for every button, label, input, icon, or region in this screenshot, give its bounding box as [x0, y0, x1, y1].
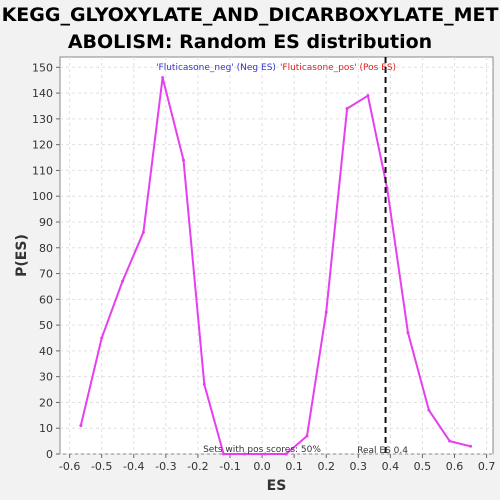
y-tick-label: 70: [39, 268, 53, 281]
x-tick-label: 0.7: [478, 460, 496, 473]
series-point: [427, 408, 431, 412]
x-axis-ticks: -0.6 -0.5 -0.4 -0.3 -0.2 -0.1 0.0 0.1 0.2 0.3 0.4 0…: [59, 454, 495, 473]
y-tick-label: 120: [32, 139, 53, 152]
series-point: [469, 444, 473, 448]
series-point: [161, 76, 165, 80]
y-tick-label: 130: [32, 113, 53, 126]
y-tick-label: 80: [39, 242, 53, 255]
y-tick-label: 150: [32, 61, 53, 74]
y-tick-label: 30: [39, 371, 53, 384]
y-tick-label: 10: [39, 422, 53, 435]
y-tick-label: 0: [46, 448, 53, 461]
y-tick-label: 140: [32, 87, 53, 100]
y-tick-label: 110: [32, 164, 53, 177]
x-tick-label: 0.3: [350, 460, 368, 473]
x-tick-label: 0.4: [382, 460, 400, 473]
series-point: [345, 107, 349, 111]
series-point: [284, 452, 288, 456]
series-point: [406, 331, 410, 335]
x-tick-label: -0.2: [187, 460, 208, 473]
series-point: [366, 94, 370, 98]
series-point: [141, 230, 145, 234]
x-tick-label: -0.4: [123, 460, 144, 473]
sets-with-pos-scores-label: Sets with pos scores: 50%: [203, 445, 321, 455]
chart-title-line1: KEGG_GLYOXYLATE_AND_DICARBOXYLATE_MET: [1, 4, 499, 26]
series-point: [263, 452, 267, 456]
series-points: [79, 76, 473, 456]
x-tick-label: 0.6: [446, 460, 464, 473]
series-point: [202, 382, 206, 386]
x-tick-label: 0.0: [253, 460, 271, 473]
plot-area: [59, 56, 494, 455]
real-es-label: Real ES 0.4: [357, 446, 408, 456]
series-point: [448, 439, 452, 443]
y-tick-label: 100: [32, 190, 53, 203]
x-tick-label: -0.3: [155, 460, 176, 473]
series-point: [181, 158, 185, 162]
x-tick-label: 0.2: [317, 460, 335, 473]
x-tick-label: 0.5: [414, 460, 432, 473]
y-axis-ticks: 0 10 20 30 40 50 60 70 80 90 100 110 120 130 140 150: [32, 61, 60, 461]
series-point: [242, 452, 246, 456]
y-tick-label: 90: [39, 216, 53, 229]
y-tick-label: 50: [39, 319, 53, 332]
chart-title: KEGG_GLYOXYLATE_AND_DICARBOXYLATE_MET AB…: [0, 2, 500, 56]
y-tick-label: 20: [39, 396, 53, 409]
x-tick-label: 0.1: [285, 460, 303, 473]
x-tick-label: -0.1: [219, 460, 240, 473]
y-tick-label: 60: [39, 293, 53, 306]
series-line: [79, 77, 471, 455]
legend-pos: 'Fluticasone_pos' (Pos ES): [280, 63, 396, 73]
series-point: [305, 434, 309, 438]
chart-title-line2: ABOLISM: Random ES distribution: [67, 31, 433, 53]
y-tick-label: 40: [39, 345, 53, 358]
series-point: [324, 310, 328, 314]
legend-neg: 'Fluticasone_neg' (Neg ES): [156, 63, 276, 73]
x-tick-label: -0.5: [91, 460, 112, 473]
x-tick-label: -0.6: [59, 460, 80, 473]
y-axis-label: P(ES): [14, 234, 30, 277]
series-point: [79, 424, 83, 428]
x-axis-label: ES: [267, 478, 287, 494]
series-point: [121, 279, 125, 283]
series-point: [222, 452, 226, 456]
grid: [60, 57, 493, 455]
series-point: [100, 336, 104, 340]
